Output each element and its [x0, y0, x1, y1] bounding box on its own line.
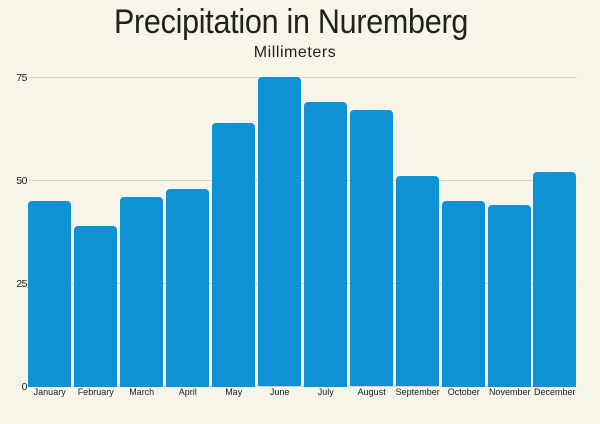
- gridline-75: [28, 76, 577, 78]
- x-axis-tick-label: November: [488, 387, 530, 397]
- chart-title: Precipitation in Nuremberg: [113, 2, 469, 41]
- x-axis-tick-label: January: [33, 387, 66, 397]
- y-axis-tick-label: 0: [21, 382, 28, 393]
- gridline-25: [28, 282, 577, 284]
- gridline-50: [28, 179, 577, 181]
- x-axis-tick-label: August: [357, 387, 386, 397]
- bar-february: [73, 225, 118, 387]
- x-axis-tick-label: December: [534, 387, 576, 397]
- bar-july: [303, 101, 348, 387]
- x-axis-tick-label: June: [269, 387, 290, 397]
- x-axis-tick-label: April: [178, 387, 197, 397]
- x-axis-tick-label: May: [224, 387, 242, 397]
- x-axis-tick-label: October: [447, 387, 480, 397]
- x-axis-tick-label: July: [317, 387, 334, 397]
- x-axis-tick-label: September: [395, 387, 440, 397]
- bar-december: [533, 172, 577, 387]
- gridline-0: [28, 386, 577, 388]
- chart-subtitle: Millimeters: [253, 44, 337, 62]
- bar-june: [257, 77, 302, 387]
- x-axis-tick-label: February: [77, 387, 114, 397]
- y-axis-tick-label: 75: [16, 72, 27, 84]
- y-axis-tick-label: 25: [16, 278, 27, 290]
- y-axis-tick-label: 50: [16, 175, 27, 187]
- bar-january: [28, 200, 72, 387]
- bar-november: [487, 205, 531, 387]
- bar-april: [165, 188, 210, 387]
- bar-october: [441, 200, 485, 387]
- bar-september: [395, 176, 439, 387]
- x-axis-tick-label: March: [129, 387, 155, 397]
- bar-may: [211, 122, 256, 387]
- bar-august: [349, 110, 394, 387]
- bar-march: [119, 196, 164, 387]
